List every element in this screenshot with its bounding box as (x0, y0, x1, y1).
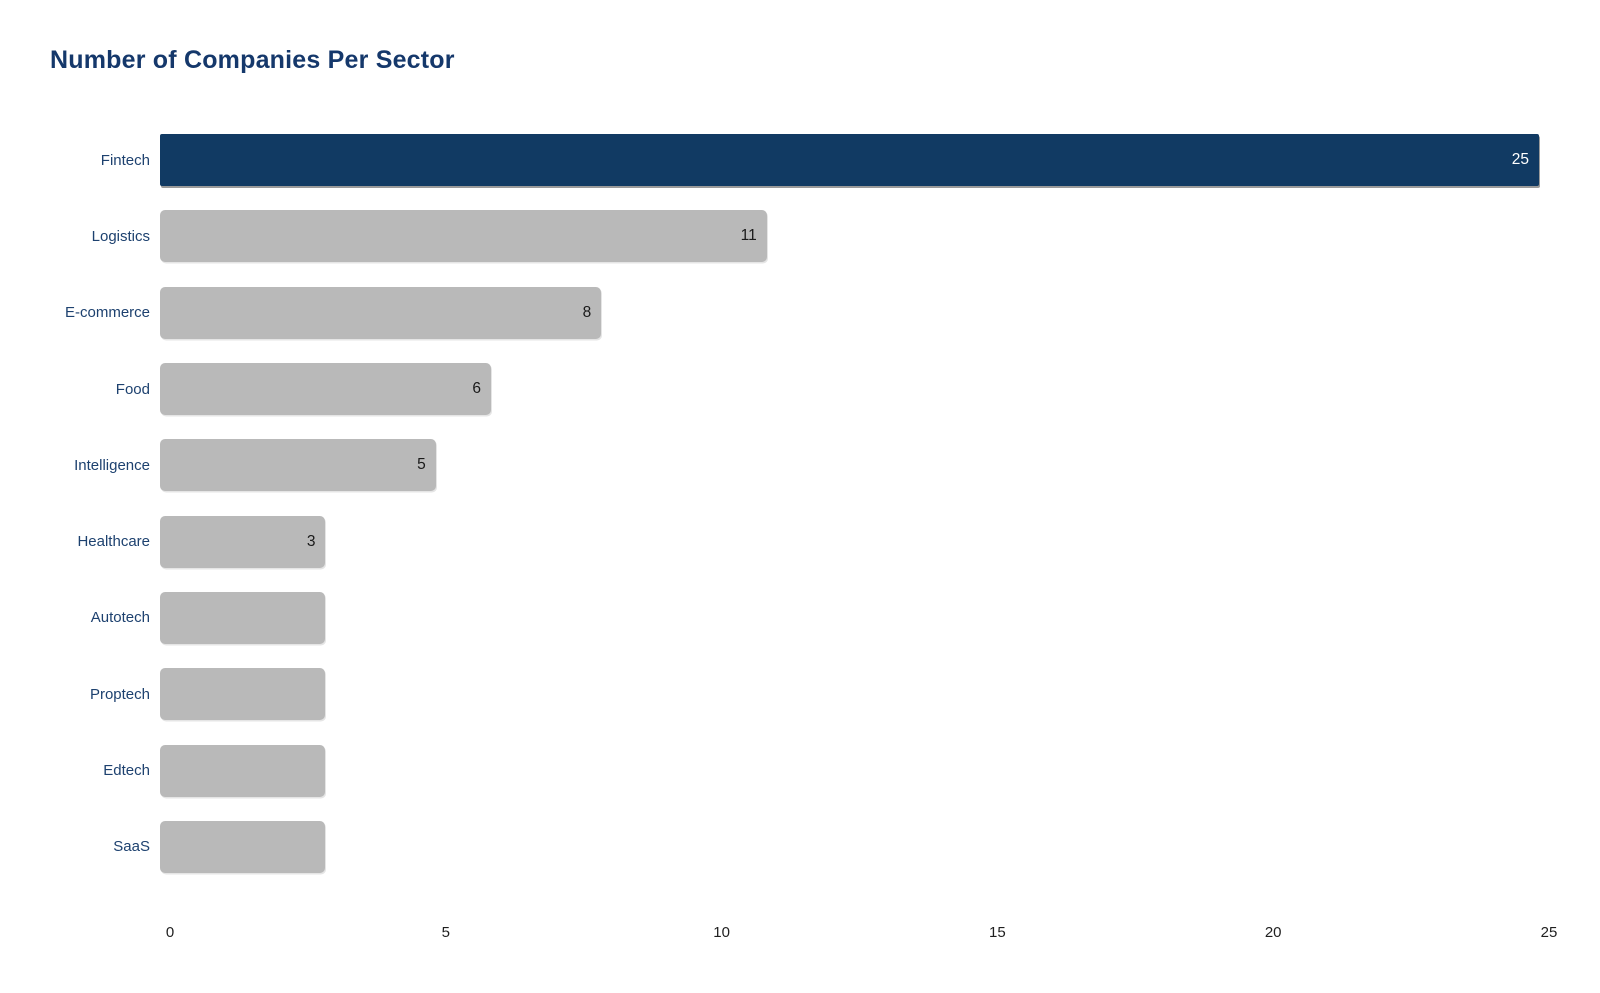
bar-track: 11 (160, 210, 1539, 263)
bar-row: SaaS (0, 809, 1600, 885)
x-axis-tick: 20 (1264, 924, 1282, 941)
bar-value-label: 3 (306, 532, 316, 550)
category-label: Fintech (100, 151, 150, 169)
category-label: Edtech (103, 762, 150, 780)
bar-value-label: 8 (582, 303, 592, 321)
bar-row: Fintech 25 (0, 122, 1600, 198)
category-label: Autotech (90, 609, 150, 627)
category-label: Healthcare (77, 533, 150, 551)
bar-row: Autotech (0, 580, 1600, 656)
x-axis: 0 5 10 15 20 25 (166, 924, 1558, 946)
bar-track: 6 (160, 363, 1539, 416)
bar-value-label: 6 (472, 380, 481, 398)
bar: 3 (160, 515, 326, 568)
bar-row: Healthcare 3 (0, 503, 1600, 579)
bar: 8 (160, 286, 602, 339)
category-label: SaaS (113, 838, 150, 856)
bar-row: E-commerce 8 (0, 275, 1600, 351)
x-axis-tick: 15 (989, 924, 1006, 941)
category-label: E-commerce (64, 304, 150, 322)
bar-track: 8 (160, 286, 1539, 339)
bar-row: Intelligence 5 (0, 427, 1600, 503)
bar-value-label: 11 (740, 227, 757, 245)
category-label: Proptech (89, 685, 150, 703)
bar-track (160, 591, 1539, 644)
bar-track: 25 (160, 134, 1539, 187)
bar-row: Food 6 (0, 351, 1600, 427)
bar: 11 (160, 210, 767, 263)
bar-row: Edtech (0, 732, 1600, 808)
bar-track (160, 668, 1539, 721)
x-axis-tick: 5 (441, 924, 450, 941)
bar (160, 820, 326, 873)
bar-value-label: 25 (1511, 151, 1529, 169)
bar-row: Proptech (0, 656, 1600, 732)
category-label: Logistics (91, 227, 150, 245)
category-label: Intelligence (74, 456, 150, 474)
bar-row: Logistics 11 (0, 198, 1600, 274)
x-axis-tick: 25 (1540, 924, 1558, 941)
chart-title: Number of Companies Per Sector (50, 46, 455, 74)
bar: 25 (160, 134, 1539, 187)
x-axis-tick: 0 (165, 924, 175, 941)
x-axis-tick: 10 (713, 924, 730, 941)
bar-value-label: 5 (417, 456, 426, 474)
bar-track: 3 (160, 515, 1539, 568)
category-label: Food (115, 380, 150, 398)
bar-track (160, 820, 1539, 873)
bar-track (160, 744, 1539, 797)
bar-chart: Fintech 25 Logistics 11 E-commerce 8 Foo… (0, 122, 1600, 885)
bar: 5 (160, 439, 436, 492)
bar-track: 5 (160, 439, 1539, 492)
bar (160, 668, 326, 721)
bar (160, 744, 326, 797)
bar: 6 (160, 363, 491, 416)
bar (160, 591, 326, 644)
